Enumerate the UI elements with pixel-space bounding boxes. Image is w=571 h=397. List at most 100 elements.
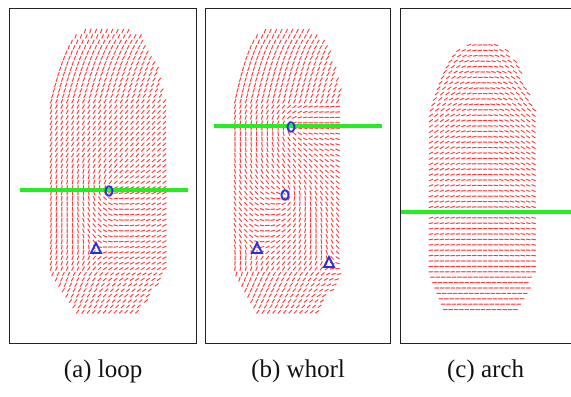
ridge-orientation-mark — [335, 262, 340, 265]
ridge-orientation-mark — [321, 293, 327, 298]
ridge-orientation-mark — [521, 91, 526, 96]
ridge-orientation-mark — [259, 229, 265, 232]
ridge-orientation-mark — [244, 115, 247, 120]
ridge-orientation-mark — [276, 98, 280, 104]
ridge-orientation-mark — [293, 190, 296, 196]
ridge-orientation-mark — [239, 250, 242, 255]
ridge-orientation-mark — [246, 282, 250, 288]
ridge-orientation-mark — [515, 233, 520, 235]
ridge-orientation-mark — [149, 283, 154, 287]
ridge-orientation-mark — [119, 153, 124, 158]
ridge-orientation-mark — [450, 227, 455, 230]
ridge-orientation-mark — [512, 70, 518, 74]
ridge-orientation-mark — [520, 222, 526, 225]
ridge-orientation-mark — [238, 239, 242, 244]
ridge-orientation-mark — [272, 309, 276, 314]
ridge-orientation-mark — [55, 77, 59, 82]
ridge-orientation-mark — [162, 180, 167, 184]
ridge-orientation-mark — [287, 34, 291, 39]
ridge-orientation-mark — [428, 146, 434, 150]
ridge-orientation-mark — [493, 141, 499, 144]
ridge-orientation-mark — [146, 147, 151, 152]
ridge-orientation-mark — [102, 309, 107, 314]
ridge-orientation-mark — [493, 157, 499, 160]
ridge-orientation-mark — [496, 59, 502, 63]
ridge-orientation-mark — [111, 282, 116, 287]
ridge-orientation-mark — [51, 271, 55, 277]
ridge-orientation-mark — [333, 66, 337, 71]
ridge-orientation-mark — [129, 180, 135, 184]
ridge-orientation-mark — [135, 99, 140, 104]
ridge-orientation-mark — [439, 244, 445, 246]
ridge-orientation-mark — [260, 174, 264, 179]
ridge-orientation-mark — [71, 98, 75, 104]
ridge-orientation-mark — [86, 293, 91, 298]
ridge-orientation-mark — [108, 218, 113, 222]
ridge-orientation-mark — [113, 50, 117, 55]
ridge-orientation-mark — [249, 179, 253, 185]
ridge-orientation-mark — [518, 70, 523, 74]
ridge-orientation-mark — [244, 250, 247, 255]
ridge-orientation-mark — [129, 191, 135, 195]
ridge-orientation-mark — [287, 250, 291, 255]
ridge-orientation-mark — [129, 208, 135, 211]
ridge-orientation-mark — [151, 261, 156, 265]
ridge-orientation-mark — [83, 271, 87, 277]
ridge-orientation-mark — [234, 250, 236, 255]
ridge-orientation-mark — [515, 238, 520, 241]
ridge-orientation-mark — [455, 157, 461, 160]
ridge-orientation-mark — [450, 157, 455, 160]
ridge-orientation-mark — [145, 213, 151, 216]
ridge-orientation-mark — [60, 77, 64, 82]
ridge-orientation-mark — [92, 169, 96, 174]
ridge-orientation-mark — [119, 158, 124, 163]
ridge-orientation-mark — [64, 82, 68, 88]
ridge-orientation-mark — [103, 98, 107, 104]
ridge-orientation-mark — [492, 81, 497, 84]
ridge-orientation-mark — [157, 104, 161, 109]
ridge-orientation-mark — [320, 206, 323, 212]
ridge-orientation-mark — [98, 179, 101, 185]
ridge-orientation-mark — [493, 152, 499, 154]
ridge-orientation-mark — [329, 267, 335, 270]
ridge-orientation-mark — [99, 28, 103, 34]
ridge-orientation-mark — [307, 82, 311, 88]
ridge-orientation-mark — [504, 195, 509, 198]
ridge-orientation-mark — [315, 282, 321, 287]
ridge-orientation-mark — [135, 180, 140, 184]
ridge-orientation-mark — [50, 196, 52, 201]
ridge-orientation-mark — [493, 49, 499, 52]
ridge-orientation-mark — [515, 91, 520, 96]
ridge-orientation-mark — [267, 282, 272, 287]
ridge-orientation-mark — [428, 167, 434, 171]
ridge-orientation-mark — [467, 76, 472, 79]
ridge-orientation-mark — [450, 189, 455, 192]
ridge-orientation-mark — [271, 142, 274, 147]
ridge-orientation-mark — [146, 164, 151, 168]
ridge-orientation-mark — [288, 309, 293, 314]
ridge-orientation-mark — [233, 179, 237, 185]
ridge-orientation-mark — [99, 272, 104, 276]
ridge-orientation-mark — [87, 147, 91, 152]
ridge-orientation-mark — [82, 228, 85, 234]
ridge-orientation-mark — [135, 164, 140, 168]
ridge-orientation-mark — [470, 81, 476, 84]
ridge-orientation-mark — [266, 309, 271, 314]
ridge-orientation-mark — [74, 88, 77, 93]
ridge-orientation-mark — [265, 261, 270, 266]
ridge-orientation-mark — [244, 158, 247, 163]
ridge-orientation-mark — [298, 239, 302, 244]
ridge-orientation-mark — [64, 66, 67, 72]
ridge-orientation-mark — [49, 125, 53, 131]
ridge-orientation-mark — [457, 86, 463, 90]
ridge-orientation-mark — [108, 158, 113, 163]
ridge-orientation-mark — [299, 282, 304, 287]
ridge-orientation-mark — [303, 244, 307, 250]
ridge-orientation-mark — [281, 261, 286, 266]
ridge-orientation-mark — [515, 129, 520, 133]
ridge-orientation-mark — [493, 65, 499, 68]
ridge-orientation-mark — [296, 277, 301, 282]
ridge-orientation-mark — [162, 126, 167, 131]
ridge-orientation-mark — [257, 66, 261, 72]
ridge-orientation-mark — [87, 158, 91, 163]
